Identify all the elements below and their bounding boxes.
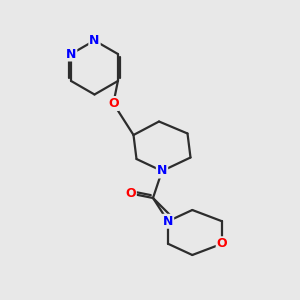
Text: N: N: [89, 34, 100, 47]
Text: N: N: [66, 47, 76, 61]
Text: O: O: [125, 187, 136, 200]
Text: O: O: [217, 237, 227, 250]
Text: O: O: [108, 97, 119, 110]
Text: N: N: [163, 215, 173, 228]
Text: N: N: [157, 164, 167, 178]
